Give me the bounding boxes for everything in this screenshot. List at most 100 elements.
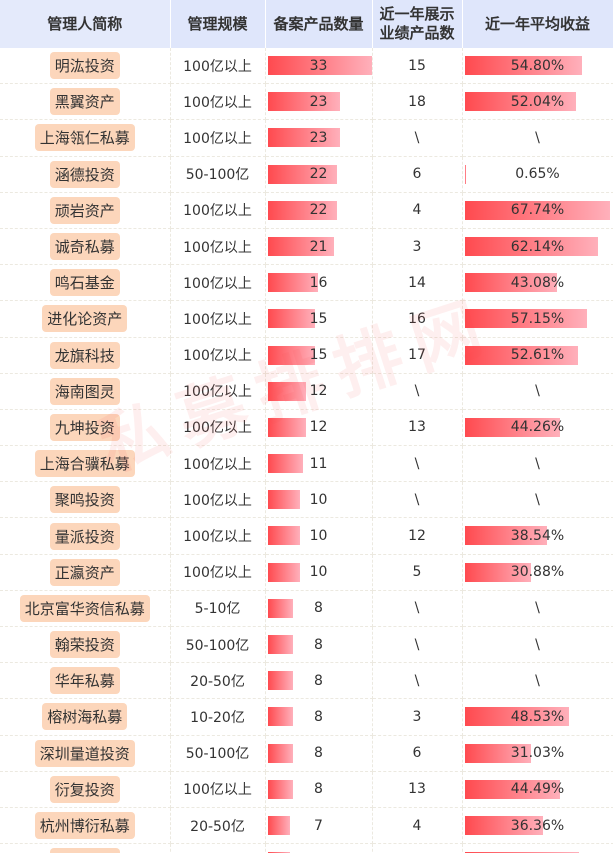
return-cell: 54.80% bbox=[462, 48, 613, 85]
scale-cell: 100亿以上 bbox=[170, 373, 266, 410]
return-label: 67.74% bbox=[510, 202, 565, 219]
table-row: 顽岩资产 100亿以上 22 4 67.74% bbox=[0, 192, 613, 229]
return-bar bbox=[464, 345, 578, 365]
return-cell: 36.36% bbox=[462, 807, 613, 845]
count-bar bbox=[267, 200, 337, 220]
count-label: 22 bbox=[309, 166, 328, 183]
count-label: 23 bbox=[309, 93, 328, 110]
return-label: \ bbox=[535, 636, 540, 653]
manager-name: 洛书投资 bbox=[49, 848, 120, 853]
count-label: 10 bbox=[309, 491, 328, 508]
scale-cell: 100亿以上 bbox=[170, 192, 266, 229]
return-bar bbox=[464, 236, 598, 256]
name-cell: 鸣石基金 bbox=[0, 264, 171, 302]
manager-name: 鸣石基金 bbox=[49, 269, 120, 297]
return-label: 0.65% bbox=[515, 166, 560, 183]
shown-cell: 16 bbox=[372, 300, 463, 338]
count-label: 8 bbox=[314, 672, 323, 689]
table-row: 聚鸣投资 100亿以上 10 \ \ bbox=[0, 481, 613, 519]
return-bar bbox=[464, 309, 587, 329]
manager-name: 龙旗科技 bbox=[49, 341, 120, 369]
scale-cell: 100亿以上 bbox=[170, 409, 266, 447]
count-label: 8 bbox=[314, 636, 323, 653]
count-cell: 22 bbox=[265, 192, 373, 229]
scale-cell: 5-10亿 bbox=[170, 590, 266, 628]
name-cell: 进化论资产 bbox=[0, 300, 171, 338]
scale-cell: 100亿以上 bbox=[170, 337, 266, 374]
count-label: 8 bbox=[314, 708, 323, 725]
return-cell: 52.04% bbox=[462, 83, 613, 121]
table-row: 北京富华资信私募 5-10亿 8 \ \ bbox=[0, 590, 613, 628]
scale-cell: 100亿以上 bbox=[170, 554, 266, 591]
shown-cell: 13 bbox=[372, 771, 463, 808]
name-cell: 涵德投资 bbox=[0, 156, 171, 193]
count-cell: 8 bbox=[265, 626, 373, 664]
name-cell: 翰荣投资 bbox=[0, 626, 171, 664]
scale-cell: 100亿以上 bbox=[170, 445, 266, 483]
shown-cell: \ bbox=[372, 662, 463, 700]
return-label: \ bbox=[535, 600, 540, 617]
manager-name: 聚鸣投资 bbox=[49, 486, 120, 514]
scale-cell: 100亿以上 bbox=[170, 264, 266, 302]
manager-name: 顽岩资产 bbox=[49, 196, 120, 224]
name-cell: 海南图灵 bbox=[0, 373, 171, 410]
count-cell: 7 bbox=[265, 843, 373, 853]
count-cell: 16 bbox=[265, 264, 373, 302]
count-bar bbox=[267, 779, 293, 799]
scale-cell: 100亿以上 bbox=[170, 119, 266, 157]
count-bar bbox=[267, 707, 293, 727]
count-bar bbox=[267, 128, 340, 148]
count-label: 10 bbox=[309, 528, 328, 545]
count-cell: 15 bbox=[265, 300, 373, 338]
manager-name: 上海瓴仁私募 bbox=[34, 124, 135, 152]
count-cell: 12 bbox=[265, 373, 373, 410]
count-label: 15 bbox=[309, 310, 328, 327]
return-label: 44.26% bbox=[510, 419, 565, 436]
shown-cell: \ bbox=[372, 590, 463, 628]
name-cell: 顽岩资产 bbox=[0, 192, 171, 229]
shown-cell: 5 bbox=[372, 554, 463, 591]
count-cell: 8 bbox=[265, 662, 373, 700]
return-cell: 44.49% bbox=[462, 771, 613, 808]
name-cell: 深圳量道投资 bbox=[0, 735, 171, 772]
shown-cell: 6 bbox=[372, 735, 463, 772]
scale-cell: 100亿以上 bbox=[170, 843, 266, 853]
return-bar bbox=[464, 526, 547, 546]
shown-cell: 13 bbox=[372, 409, 463, 447]
return-bar bbox=[464, 92, 576, 112]
count-label: 22 bbox=[309, 202, 328, 219]
return-label: \ bbox=[535, 491, 540, 508]
count-bar bbox=[267, 562, 300, 582]
shown-cell: 6 bbox=[372, 156, 463, 193]
count-label: 8 bbox=[314, 745, 323, 762]
manager-name: 北京富华资信私募 bbox=[19, 594, 150, 622]
return-cell: 43.08% bbox=[462, 264, 613, 302]
table-row: 洛书投资 100亿以上7953.49% bbox=[0, 843, 613, 853]
count-label: 7 bbox=[314, 817, 323, 834]
shown-cell: 4 bbox=[372, 807, 463, 845]
name-cell: 衍复投资 bbox=[0, 771, 171, 808]
count-cell: 11 bbox=[265, 445, 373, 483]
header-return: 近一年平均收益 bbox=[462, 0, 613, 48]
count-bar bbox=[267, 417, 306, 437]
return-cell: \ bbox=[462, 662, 613, 700]
count-bar bbox=[267, 381, 306, 401]
return-cell: 38.54% bbox=[462, 517, 613, 555]
count-bar bbox=[267, 454, 303, 474]
name-cell: 正瀛资产 bbox=[0, 554, 171, 591]
header-scale: 管理规模 bbox=[170, 0, 266, 48]
name-cell: 华年私募 bbox=[0, 662, 171, 700]
scale-cell: 100亿以上 bbox=[170, 300, 266, 338]
header-shown-line2: 业绩产品数 bbox=[379, 24, 455, 42]
return-bar bbox=[464, 56, 582, 75]
scale-cell: 50-100亿 bbox=[170, 156, 266, 193]
table-row: 翰荣投资 50-100亿 8 \ \ bbox=[0, 626, 613, 664]
table-row: 杭州博衍私募 20-50亿 7 4 36.36% bbox=[0, 807, 613, 845]
count-bar bbox=[267, 56, 372, 75]
count-bar bbox=[267, 490, 300, 510]
table-row: 榕树海私募 10-20亿 8 3 48.53% bbox=[0, 698, 613, 736]
count-label: 11 bbox=[309, 455, 328, 472]
return-cell: \ bbox=[462, 373, 613, 410]
name-cell: 九坤投资 bbox=[0, 409, 171, 447]
